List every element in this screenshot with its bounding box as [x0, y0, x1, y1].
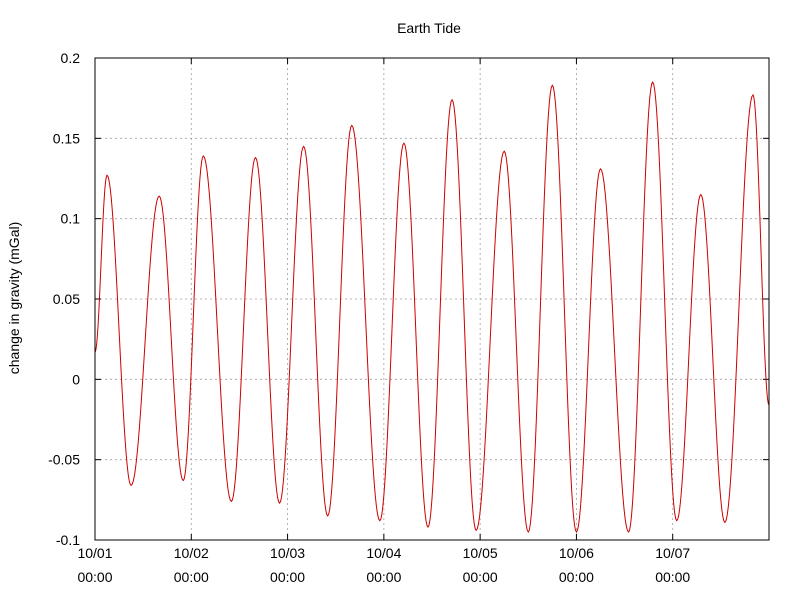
tick-labels: -0.1 -0.05 0 0.05 0.1 0.15 0.2 10/01 00:00 10/02 0…: [48, 50, 690, 585]
y-axis-label: change in gravity (mGal): [6, 222, 22, 375]
x-tick-label-date: 10/03: [270, 545, 305, 561]
x-tick-label-date: 10/07: [655, 545, 690, 561]
y-tick-label: -0.05: [48, 452, 80, 468]
plot-frame: [94, 57, 770, 541]
x-tick-label-time: 00:00: [655, 569, 690, 585]
y-tick-label: 0: [72, 371, 80, 387]
x-tick-label-time: 00:00: [270, 569, 305, 585]
x-tick-label-time: 00:00: [559, 569, 594, 585]
y-tick-label: 0.2: [61, 50, 81, 66]
x-tick-label-time: 00:00: [366, 569, 401, 585]
x-tick-label-date: 10/04: [366, 545, 401, 561]
x-tick-label-date: 10/06: [559, 545, 594, 561]
chart-title: Earth Tide: [397, 20, 461, 36]
x-tick-label-date: 10/01: [77, 545, 112, 561]
x-tick-label-date: 10/02: [174, 545, 209, 561]
y-tick-label: -0.1: [56, 532, 80, 548]
x-tick-label-time: 00:00: [77, 569, 112, 585]
y-tick-label: 0.1: [61, 211, 81, 227]
gridlines: [95, 58, 769, 540]
x-tick-label-date: 10/05: [463, 545, 498, 561]
x-tick-label-time: 00:00: [174, 569, 209, 585]
x-tick-label-time: 00:00: [463, 569, 498, 585]
series-layer: [94, 81, 770, 533]
y-tick-label: 0.05: [53, 291, 80, 307]
earth-tide-series-line: [94, 81, 770, 533]
y-tick-label: 0.15: [53, 130, 80, 146]
